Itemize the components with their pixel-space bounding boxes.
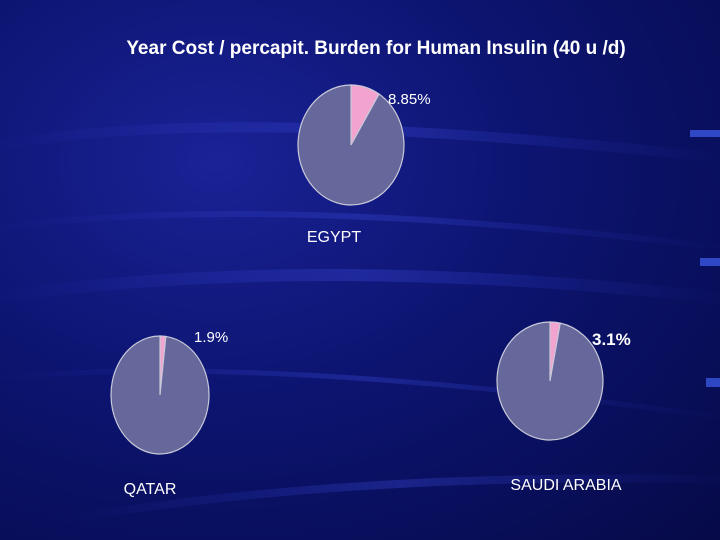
slice-label-egypt: 8.85% xyxy=(388,91,431,108)
slide-title: Year Cost / percapit. Burden for Human I… xyxy=(126,38,625,59)
pie-chart-qatar: 1.9% QATAR xyxy=(110,329,228,498)
pie-slice-remainder-saudi-arabia xyxy=(496,321,604,441)
pie-title-egypt: EGYPT xyxy=(307,229,361,246)
pie-slice-remainder-egypt xyxy=(297,84,405,206)
background-decoration xyxy=(0,122,720,524)
pie-slices-saudi-arabia xyxy=(496,321,604,441)
pie-title-qatar: QATAR xyxy=(124,481,177,498)
pie-slices-qatar xyxy=(110,335,210,455)
pie-slice-remainder-qatar xyxy=(110,335,210,455)
slice-label-qatar: 1.9% xyxy=(194,329,228,346)
slice-label-saudi-arabia: 3.1% xyxy=(592,330,631,349)
pie-chart-saudi-arabia: 3.1% SAUDI ARABIA xyxy=(496,321,631,494)
pie-slices-egypt xyxy=(297,84,405,206)
pie-title-saudi-arabia: SAUDI ARABIA xyxy=(510,477,621,494)
pie-chart-egypt: 8.85% EGYPT xyxy=(297,84,431,246)
